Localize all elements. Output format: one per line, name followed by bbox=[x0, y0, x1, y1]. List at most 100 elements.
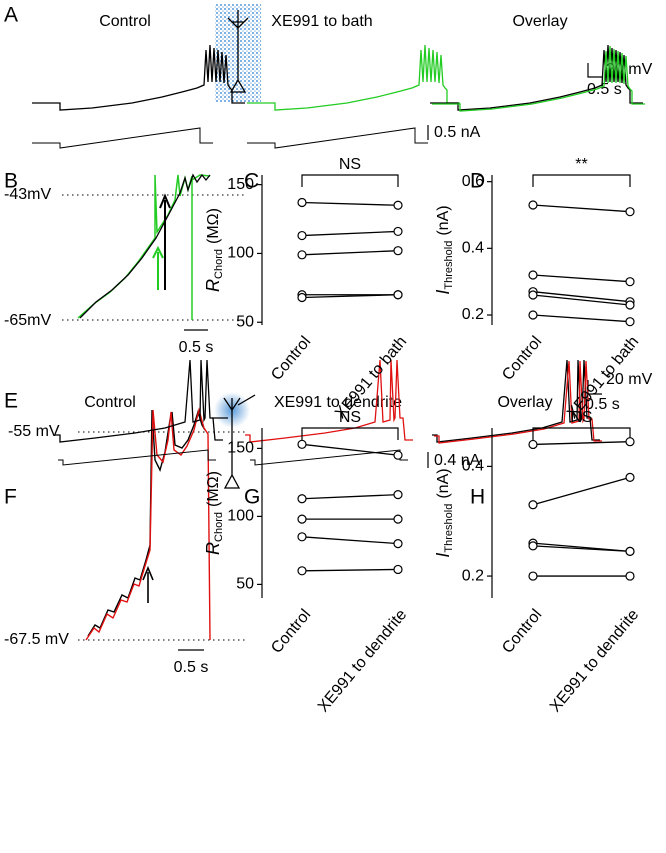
arrow bbox=[159, 193, 171, 290]
y-axis-label: IThreshold (nA) bbox=[433, 468, 455, 557]
data-point bbox=[297, 292, 307, 303]
panel-label: C bbox=[244, 170, 259, 193]
y-label-subscript: Threshold bbox=[443, 241, 455, 290]
y-label-unit: (nA) bbox=[435, 468, 452, 498]
trace bbox=[79, 173, 211, 319]
arrow bbox=[152, 245, 164, 290]
y-tick-label: 100 bbox=[227, 245, 254, 262]
y-tick-label: 100 bbox=[227, 508, 254, 525]
data-point bbox=[393, 538, 403, 549]
scale-label: 0.4 nA bbox=[434, 452, 481, 469]
data-point bbox=[297, 532, 307, 542]
y-label-unit: (MΩ) bbox=[205, 208, 222, 244]
data-point bbox=[625, 300, 635, 310]
bracket bbox=[532, 174, 631, 187]
trace-title: Control bbox=[84, 394, 136, 411]
data-point bbox=[393, 564, 403, 575]
annotation: NS bbox=[570, 409, 592, 426]
data-point bbox=[297, 197, 307, 208]
scale-label: 0.5 s bbox=[585, 396, 620, 413]
data-point bbox=[528, 571, 538, 581]
panel-label: D bbox=[470, 170, 485, 193]
data-point bbox=[528, 439, 538, 450]
pair-line bbox=[532, 294, 631, 306]
panel-label: H bbox=[470, 486, 485, 509]
scale-label: 20 mV bbox=[606, 371, 653, 388]
data-point bbox=[625, 546, 635, 556]
y-label-symbol: I bbox=[433, 553, 453, 558]
level-label: -67.5 mV bbox=[4, 631, 69, 648]
trace bbox=[245, 359, 413, 443]
x-tick-label: XE991 to dendrite bbox=[315, 606, 410, 715]
trace-title: Overlay bbox=[512, 13, 567, 30]
panel-label: F bbox=[4, 486, 17, 509]
y-label-symbol: I bbox=[433, 290, 453, 295]
level-label: -55 mV bbox=[8, 423, 60, 440]
data-point bbox=[393, 490, 403, 500]
trace bbox=[77, 174, 211, 320]
pair-line bbox=[532, 545, 631, 553]
y-label-symbol: R bbox=[203, 279, 223, 292]
trace bbox=[250, 449, 408, 466]
data-point bbox=[625, 472, 635, 482]
data-point bbox=[297, 439, 307, 449]
y-tick-label: 150 bbox=[227, 440, 254, 457]
data-point bbox=[625, 571, 635, 581]
y-label-unit: (nA) bbox=[435, 205, 452, 235]
annotation: NS bbox=[339, 156, 361, 173]
bracket bbox=[532, 427, 631, 440]
y-tick-label: 0.4 bbox=[462, 458, 484, 475]
trace bbox=[55, 359, 223, 443]
y-axis-label: RChord (MΩ) bbox=[203, 471, 225, 555]
y-tick-label: 50 bbox=[236, 576, 254, 593]
arrow bbox=[142, 565, 154, 603]
scale-label: 0.5 s bbox=[587, 81, 622, 98]
data-point bbox=[625, 207, 635, 217]
y-label-unit: (MΩ) bbox=[205, 471, 222, 507]
y-tick-label: 50 bbox=[236, 313, 254, 330]
x-tick-label: Control bbox=[268, 333, 314, 383]
bracket bbox=[301, 427, 399, 440]
x-tick-label: XE991 to dendrite bbox=[547, 606, 642, 715]
trace bbox=[432, 359, 600, 443]
trace bbox=[32, 127, 213, 149]
y-tick-label: 0.2 bbox=[462, 567, 484, 584]
x-tick-label: Control bbox=[499, 606, 545, 656]
data-point bbox=[528, 200, 538, 210]
data-point bbox=[297, 566, 307, 576]
x-tick-label: Control bbox=[268, 606, 314, 656]
y-tick-label: 0.4 bbox=[462, 240, 484, 257]
pair-line bbox=[532, 204, 631, 213]
y-label-subscript: Chord bbox=[213, 249, 225, 279]
data-point bbox=[528, 541, 538, 551]
y-tick-label: 150 bbox=[227, 176, 254, 193]
y-axis-label: IThreshold (nA) bbox=[433, 205, 455, 294]
trace bbox=[430, 44, 643, 111]
data-point bbox=[528, 310, 538, 320]
y-label-symbol: R bbox=[203, 542, 223, 555]
panel-label: A bbox=[4, 4, 18, 27]
annotation: ** bbox=[575, 156, 587, 173]
y-tick-label: 0.6 bbox=[462, 173, 484, 190]
data-point bbox=[297, 250, 307, 260]
pair-line bbox=[301, 250, 399, 256]
annotation: NS bbox=[339, 409, 361, 426]
pair-line bbox=[532, 274, 631, 283]
pair-line bbox=[301, 493, 399, 500]
trace bbox=[247, 44, 460, 111]
data-point bbox=[393, 514, 403, 524]
scale-label: 0.5 s bbox=[174, 659, 209, 676]
data-point bbox=[393, 290, 403, 300]
trace bbox=[85, 407, 211, 641]
y-label-subscript: Chord bbox=[213, 512, 225, 542]
pair-line bbox=[532, 441, 631, 446]
pair-line bbox=[301, 443, 399, 456]
panel-label: B bbox=[4, 170, 18, 193]
bracket bbox=[301, 174, 399, 187]
trace-title: XE991 to dendrite bbox=[274, 394, 402, 411]
data-point bbox=[625, 277, 635, 287]
data-point bbox=[393, 246, 403, 256]
level-label: -65mV bbox=[4, 312, 51, 329]
scale-bar bbox=[587, 63, 602, 78]
